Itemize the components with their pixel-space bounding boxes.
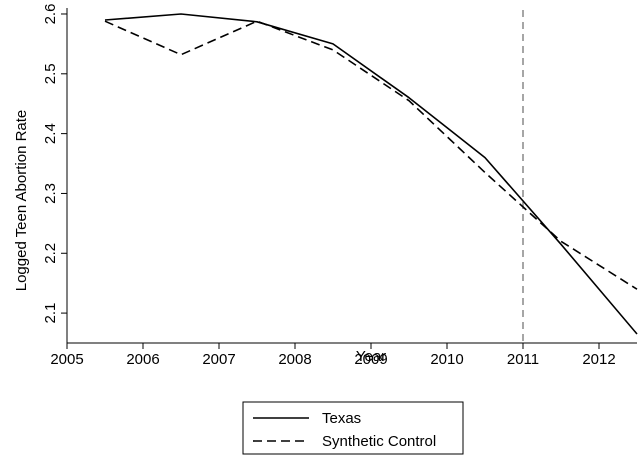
axes: 2.1 2.2 2.3 2.4 2.5 2.6 2005 2006 2007 2008 2009 20…	[42, 4, 637, 368]
legend: Texas Synthetic Control	[242, 401, 464, 455]
series-line-texas	[104, 13, 638, 335]
y-tick-label: 2.4	[42, 123, 59, 144]
x-tick-label: 2005	[50, 351, 83, 368]
x-tick-label: 2010	[430, 351, 463, 368]
x-tick-label: 2006	[126, 351, 159, 368]
y-tick-label: 2.1	[42, 303, 59, 324]
y-tick-label: 2.5	[42, 63, 59, 84]
x-axis-title: Year	[356, 348, 386, 365]
x-tick-label: 2007	[202, 351, 235, 368]
x-tick-label: 2009	[354, 351, 387, 368]
x-tick-label: 2011	[507, 351, 539, 368]
series-line-synthetic-control	[104, 20, 638, 290]
y-tick-label: 2.6	[42, 4, 59, 25]
y-tick-label: 2.3	[42, 183, 59, 204]
y-axis-title: Logged Teen Abortion Rate	[13, 110, 30, 292]
plot-area	[104, 10, 638, 343]
legend-label: Synthetic Control	[322, 433, 436, 450]
x-tick-label: 2012	[582, 351, 615, 368]
legend-label: Texas	[322, 410, 361, 427]
legend-box	[242, 401, 464, 455]
y-tick-label: 2.2	[42, 243, 59, 264]
x-tick-label: 2008	[278, 351, 311, 368]
